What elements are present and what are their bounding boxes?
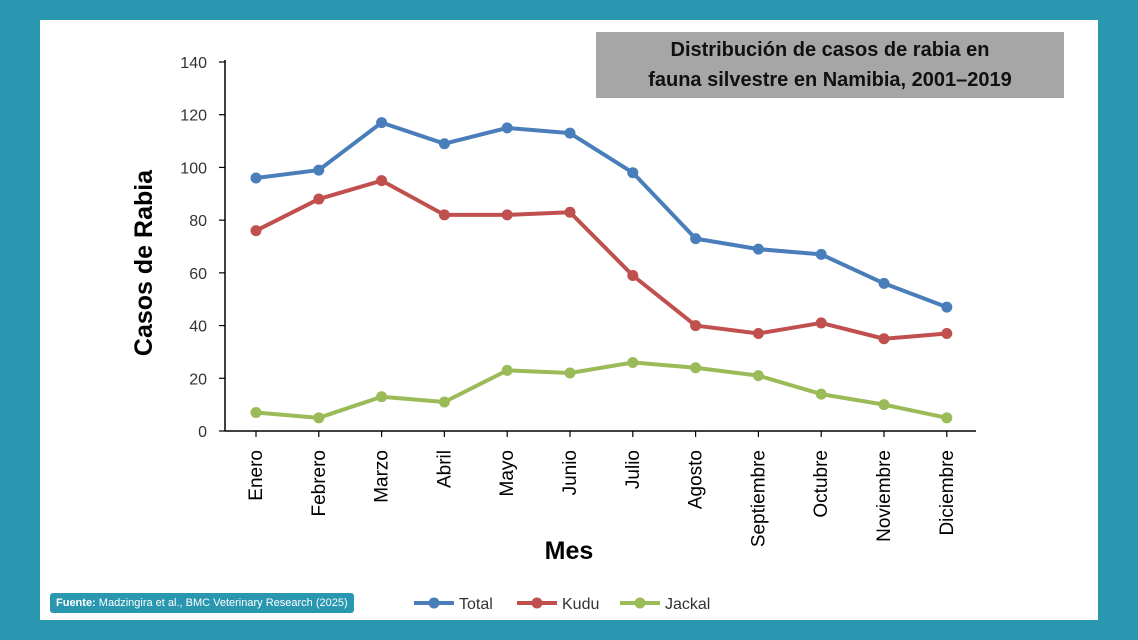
data-point-kudu (313, 193, 325, 205)
data-point-jackal (690, 362, 702, 374)
chart-title: Distribución de casos de rabia en fauna … (596, 32, 1064, 98)
y-tick-label: 80 (189, 213, 207, 230)
x-tick-label: Abril (434, 450, 455, 488)
data-point-jackal (878, 399, 890, 411)
y-tick-label: 40 (189, 319, 207, 336)
series-line-jackal (254, 360, 949, 420)
legend-item-kudu: Kudu (517, 596, 599, 613)
legend-item-total: Total (414, 596, 493, 613)
y-tick-label: 60 (189, 266, 207, 283)
x-tick-label: Octubre (811, 450, 832, 518)
source-badge: Fuente: Madzingira et al., BMC Veterinar… (50, 593, 354, 613)
x-tick-label: Junio (560, 450, 581, 495)
data-point-jackal (438, 396, 450, 408)
y-axis: 0 20 40 60 80 100 120 140 (180, 55, 225, 441)
data-point-total (250, 172, 262, 184)
series-total (250, 117, 953, 313)
data-point-total (752, 243, 764, 255)
data-point-kudu (376, 175, 388, 187)
data-point-jackal (564, 367, 576, 379)
legend-marker-jackal (634, 597, 646, 609)
x-tick-label: Marzo (372, 450, 393, 503)
series-line-total (254, 120, 949, 310)
data-point-jackal (501, 364, 513, 376)
data-point-jackal (250, 407, 262, 419)
legend-marker-total (428, 597, 440, 609)
data-point-kudu (690, 320, 702, 332)
data-point-total (690, 233, 702, 245)
legend-label-kudu: Kudu (562, 596, 599, 613)
y-tick-label: 120 (180, 108, 207, 125)
series-jackal (250, 356, 953, 424)
data-point-kudu (815, 317, 827, 329)
y-tick-label: 100 (180, 160, 207, 177)
x-tick-label: Mayo (497, 450, 518, 496)
x-tick-label: Diciembre (937, 450, 958, 536)
x-tick-label: Septiembre (748, 450, 769, 547)
y-axis-label: Casos de Rabia (130, 169, 158, 356)
data-point-total (627, 167, 639, 179)
data-point-total (376, 117, 388, 129)
series-kudu (250, 175, 953, 345)
data-point-total (878, 277, 890, 289)
data-point-total (501, 122, 513, 134)
data-point-jackal (815, 388, 827, 400)
x-axis: Enero Febrero Marzo Abril Mayo Junio Julio Agos… (246, 431, 958, 547)
data-point-jackal (941, 412, 953, 424)
data-point-total (313, 164, 325, 176)
data-point-kudu (627, 269, 639, 281)
data-point-jackal (376, 391, 388, 403)
data-point-kudu (438, 209, 450, 221)
x-tick-label: Enero (246, 450, 267, 501)
data-point-kudu (501, 209, 513, 221)
series-line-kudu (254, 178, 949, 341)
y-tick-label: 140 (180, 55, 207, 72)
data-point-jackal (313, 412, 325, 424)
x-tick-label: Agosto (686, 450, 707, 509)
data-point-kudu (564, 206, 576, 218)
legend-item-jackal: Jackal (620, 596, 710, 613)
data-point-total (564, 127, 576, 139)
data-point-total (438, 138, 450, 150)
data-point-jackal (627, 356, 639, 368)
source-label: Fuente: (56, 597, 96, 609)
data-point-kudu (878, 333, 890, 345)
data-point-kudu (752, 327, 764, 339)
legend-label-jackal: Jackal (665, 596, 710, 613)
x-tick-label: Febrero (309, 450, 330, 517)
y-tick-label: 0 (198, 424, 207, 441)
data-point-kudu (250, 225, 262, 237)
x-tick-label: Noviembre (874, 450, 895, 542)
y-tick-label: 20 (189, 371, 207, 388)
data-point-total (941, 301, 953, 313)
legend-label-total: Total (459, 596, 493, 613)
x-axis-label: Mes (545, 537, 594, 565)
chart-card (40, 20, 1098, 620)
chart-title-line-1: Distribución de casos de rabia en (670, 39, 990, 61)
source-text: Madzingira et al., BMC Veterinary Resear… (98, 597, 348, 609)
x-tick-label: Julio (623, 450, 644, 489)
legend-marker-kudu (531, 597, 543, 609)
data-point-total (815, 248, 827, 260)
legend: Total Kudu Jackal (414, 596, 710, 613)
chart-title-line-2: fauna silvestre en Namibia, 2001–2019 (648, 69, 1012, 91)
series-layer (250, 117, 953, 424)
data-point-kudu (941, 327, 953, 339)
data-point-jackal (752, 370, 764, 382)
